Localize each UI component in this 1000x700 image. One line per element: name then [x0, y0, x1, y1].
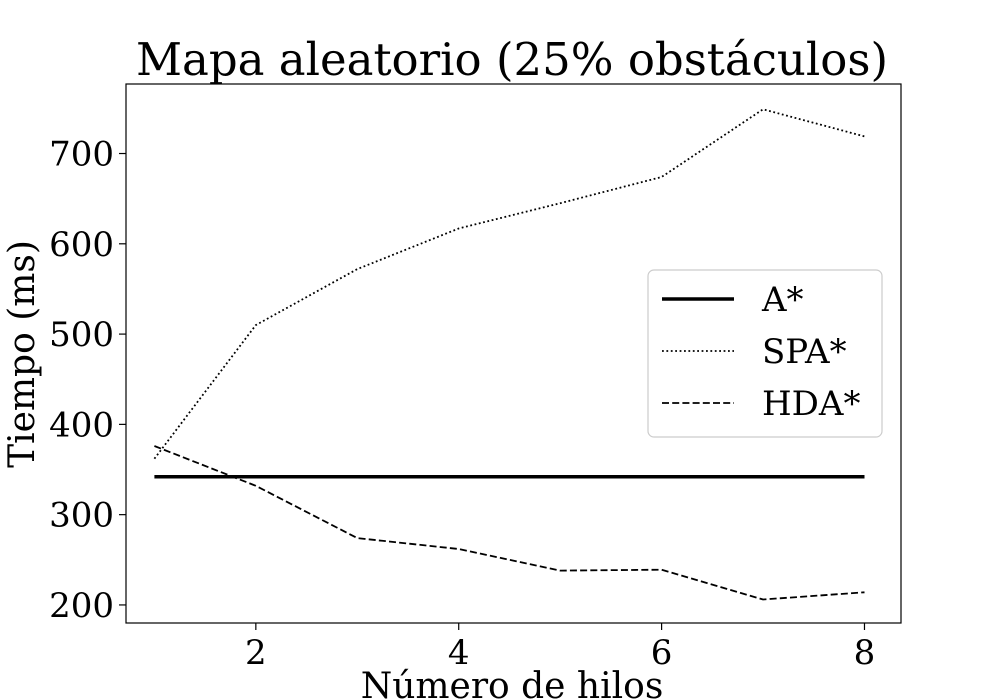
- y-tick-label: 200: [49, 586, 114, 626]
- x-axis-label: Número de hilos: [361, 666, 664, 700]
- y-tick-label: 600: [49, 225, 114, 265]
- y-tick-label: 400: [49, 405, 114, 445]
- x-tick-label: 4: [448, 633, 470, 673]
- chart-title: Mapa aleatorio (25% obstáculos): [136, 33, 888, 86]
- y-tick-label: 300: [49, 496, 114, 536]
- legend-label-3: HDA*: [762, 384, 860, 424]
- plot-area-frame: [125, 83, 902, 624]
- y-tick-label: 700: [49, 135, 114, 175]
- legend-box: [647, 269, 883, 438]
- x-tick-label: 6: [651, 633, 673, 673]
- legend-label-1: A*: [761, 280, 804, 320]
- series-line-3: [154, 445, 865, 601]
- series-layer: [153, 108, 865, 601]
- legend: A* SPA* HDA*: [647, 269, 883, 438]
- x-tick-label: 8: [854, 633, 876, 673]
- x-tick-label: 2: [245, 633, 267, 673]
- legend-label-2: SPA*: [762, 332, 847, 372]
- y-axis-label: Tiempo (ms): [2, 240, 43, 468]
- series-line-2: [153, 108, 865, 460]
- y-tick-label: 500: [49, 315, 114, 355]
- ticks-layer: 2 4 6 8 200 300 400 500 600 700: [49, 135, 875, 673]
